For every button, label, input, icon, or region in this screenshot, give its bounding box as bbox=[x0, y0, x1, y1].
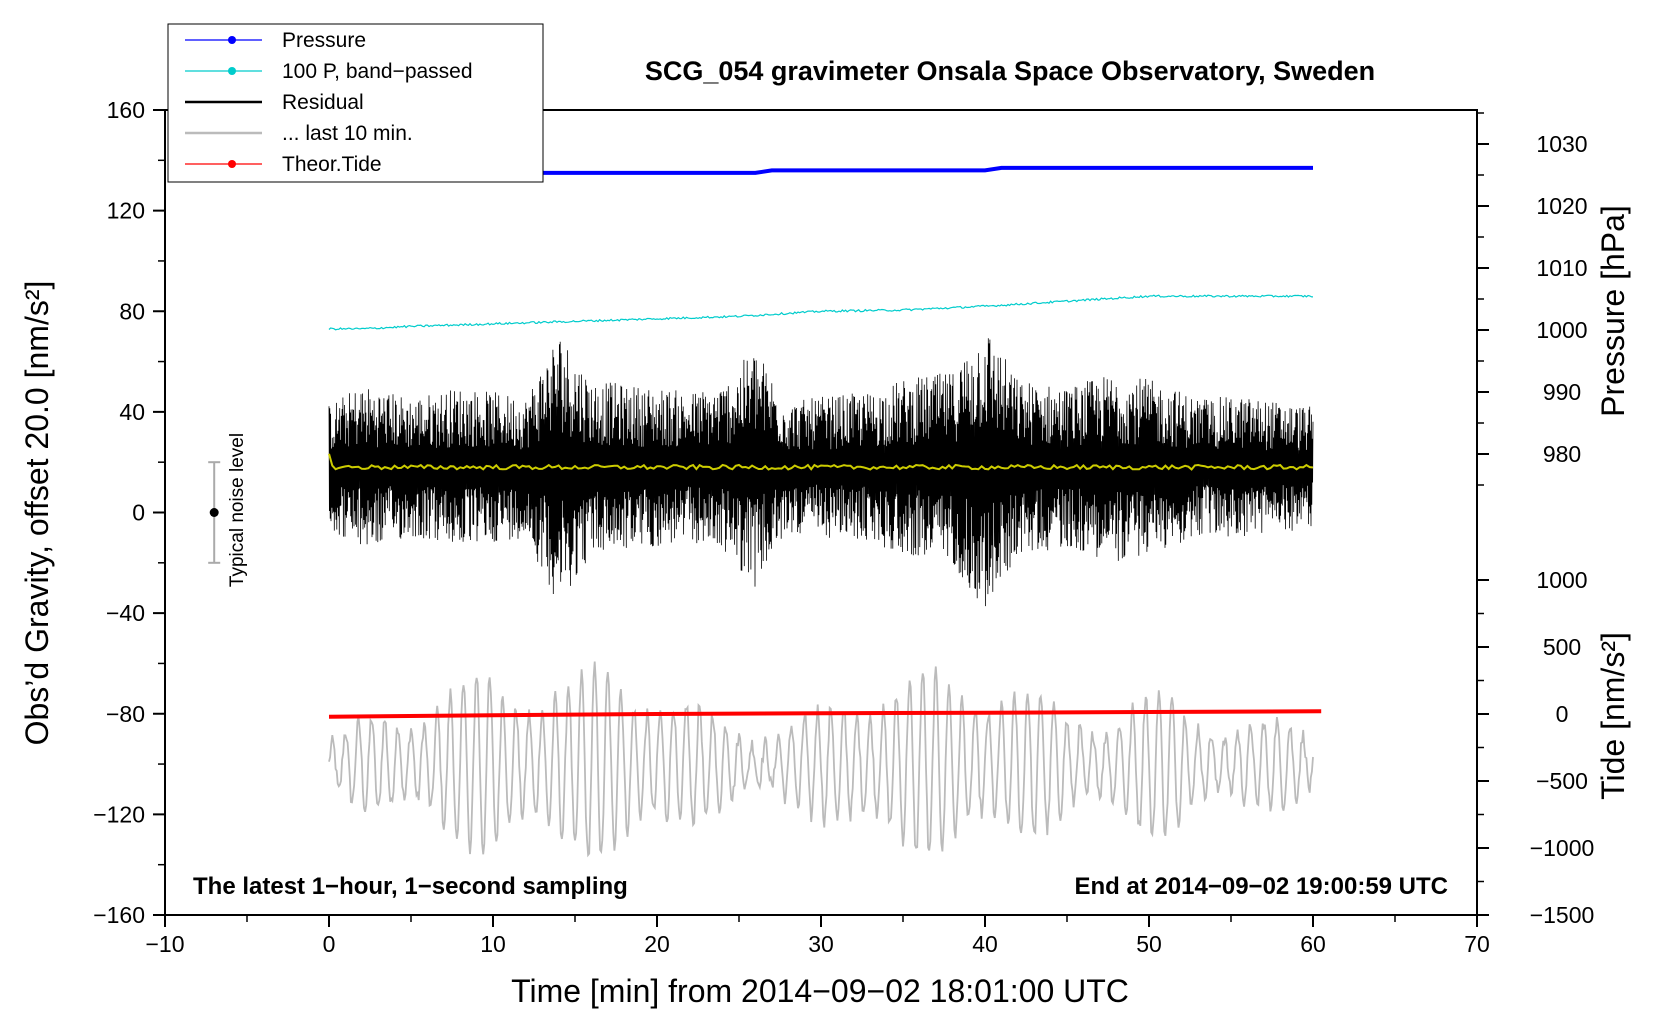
x-tick-label: 10 bbox=[480, 931, 506, 957]
band-passed-pressure-series bbox=[328, 294, 1314, 331]
pressure-tick-label: 990 bbox=[1543, 379, 1581, 405]
pressure-tick-label: 1010 bbox=[1536, 255, 1587, 281]
x-axis-title: Time [min] from 2014−09−02 18:01:00 UTC bbox=[511, 973, 1129, 1009]
end-time-annotation: End at 2014−09−02 19:00:59 UTC bbox=[1074, 873, 1448, 900]
x-tick-label: −10 bbox=[145, 931, 184, 957]
x-tick-label: 70 bbox=[1464, 931, 1490, 957]
y-tick-label: 160 bbox=[107, 97, 145, 123]
noise-level-label: Typical noise level bbox=[227, 433, 248, 587]
pressure-tick-label: 1000 bbox=[1536, 317, 1587, 343]
y-tick-label: −120 bbox=[93, 801, 145, 827]
legend-label: Pressure bbox=[282, 29, 366, 52]
legend-label: Theor.Tide bbox=[282, 153, 382, 176]
legend-label: 100 P, band−passed bbox=[282, 60, 473, 83]
legend-item: Pressure bbox=[185, 29, 366, 52]
noise-level-indicator bbox=[208, 461, 221, 564]
tide-tick-label: 500 bbox=[1543, 634, 1581, 660]
chart-title: SCG_054 gravimeter Onsala Space Observat… bbox=[645, 56, 1375, 86]
residual-mean-line bbox=[328, 453, 1314, 471]
tide-tick-label: −1500 bbox=[1530, 902, 1595, 928]
tide-tick-label: −1000 bbox=[1530, 835, 1595, 861]
x-tick-label: 40 bbox=[972, 931, 998, 957]
y-axis-title: Obs’d Gravity, offset 20.0 [nm/s²] bbox=[19, 281, 55, 746]
legend-item: ... last 10 min. bbox=[185, 122, 413, 145]
axes-layer: −10 0 10 20 30 40 50 60 7016012080400−40−80−120−… bbox=[93, 97, 1594, 957]
y-tick-label: 80 bbox=[119, 298, 145, 324]
tide-axis-title: Tide [nm/s²] bbox=[1595, 632, 1631, 800]
x-tick-label: 0 bbox=[323, 931, 336, 957]
last-10-min-series bbox=[328, 661, 1314, 858]
x-tick-label: 20 bbox=[644, 931, 670, 957]
legend-swatch-marker bbox=[228, 36, 236, 44]
legend-label: ... last 10 min. bbox=[282, 122, 413, 145]
pressure-axis-title: Pressure [hPa] bbox=[1595, 205, 1631, 417]
tide-tick-label: 1000 bbox=[1536, 567, 1587, 593]
legend-item: Theor.Tide bbox=[185, 153, 382, 176]
y-tick-label: −160 bbox=[93, 902, 145, 928]
legend-item: 100 P, band−passed bbox=[185, 60, 473, 83]
residual-series bbox=[328, 338, 1314, 607]
pressure-tick-label: 980 bbox=[1543, 441, 1581, 467]
y-tick-label: 0 bbox=[132, 500, 145, 526]
tide-tick-label: 0 bbox=[1556, 701, 1569, 727]
y-tick-label: 40 bbox=[119, 399, 145, 425]
series-layer bbox=[328, 165, 1322, 858]
x-tick-label: 30 bbox=[808, 931, 834, 957]
pressure-tick-label: 1020 bbox=[1536, 193, 1587, 219]
y-tick-label: 120 bbox=[107, 198, 145, 224]
x-tick-label: 60 bbox=[1300, 931, 1326, 957]
y-tick-label: −40 bbox=[106, 600, 145, 626]
noise-center-dot bbox=[209, 508, 219, 517]
y-tick-label: −80 bbox=[106, 701, 145, 727]
sampling-annotation: The latest 1−hour, 1−second sampling bbox=[193, 873, 628, 900]
theoretical-tide-series bbox=[328, 709, 1322, 719]
tide-tick-label: −500 bbox=[1536, 768, 1588, 794]
legend-swatch-marker bbox=[228, 160, 236, 168]
x-tick-label: 50 bbox=[1136, 931, 1162, 957]
pressure-tick-label: 1030 bbox=[1536, 131, 1587, 157]
legend-label: Residual bbox=[282, 91, 364, 114]
legend-item: Residual bbox=[185, 91, 364, 114]
legend: Pressure 100 P, band−passed Residual ... la… bbox=[167, 23, 544, 183]
legend-swatch-marker bbox=[228, 67, 236, 75]
